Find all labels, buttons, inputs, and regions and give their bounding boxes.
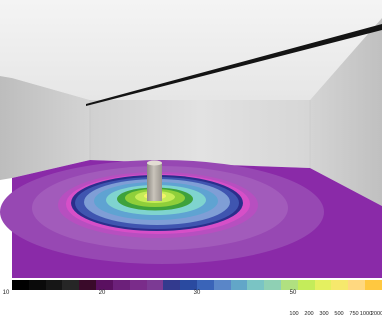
color-scale-bar [12, 280, 382, 290]
scale-label: 500 [334, 311, 344, 317]
color-scale-segment [196, 280, 214, 290]
color-scale-segment [28, 280, 46, 290]
color-scale-segment [365, 280, 382, 290]
color-scale-segment [96, 280, 113, 290]
color-scale-segment [62, 280, 80, 290]
rendered-room-scene [0, 0, 382, 278]
luminaire-rod [86, 24, 382, 106]
color-scale-segment [112, 280, 130, 290]
scale-label: 300 [319, 311, 329, 317]
illuminance-legend: 10 20 30 50 100 200 300 500 750 1000 200… [0, 280, 382, 324]
scale-label: 10 [2, 290, 10, 296]
right-wall [310, 18, 382, 206]
scale-label: 50 [289, 290, 297, 296]
color-scale-segment [163, 280, 181, 290]
color-scale-segment [247, 280, 265, 290]
color-scale-segment [264, 280, 281, 290]
scale-label: 2000 [370, 311, 382, 317]
color-scale-segment [297, 280, 315, 290]
floor-illuminance-map [0, 160, 382, 278]
color-scale-segment [331, 280, 349, 290]
color-scale-segment [348, 280, 366, 290]
color-scale-segment [180, 280, 197, 290]
scale-label: 200 [304, 311, 314, 317]
color-scale-segment [12, 280, 29, 290]
scale-label: 1000 [359, 311, 373, 317]
color-scale-segment [146, 280, 164, 290]
color-scale-segment [230, 280, 248, 290]
color-scale-segment [213, 280, 231, 290]
scale-label: 30 [193, 290, 201, 296]
ceiling [0, 0, 382, 100]
color-scale-segment [45, 280, 63, 290]
pillar [147, 160, 162, 201]
color-scale-segment [314, 280, 332, 290]
color-scale-segment [281, 280, 298, 290]
back-wall [90, 100, 310, 168]
scale-label: 20 [98, 290, 106, 296]
scale-label: 100 [289, 311, 299, 317]
left-wall [0, 76, 90, 180]
scale-label: 750 [349, 311, 359, 317]
color-scale-segment [129, 280, 147, 290]
color-scale-segment [79, 280, 97, 290]
